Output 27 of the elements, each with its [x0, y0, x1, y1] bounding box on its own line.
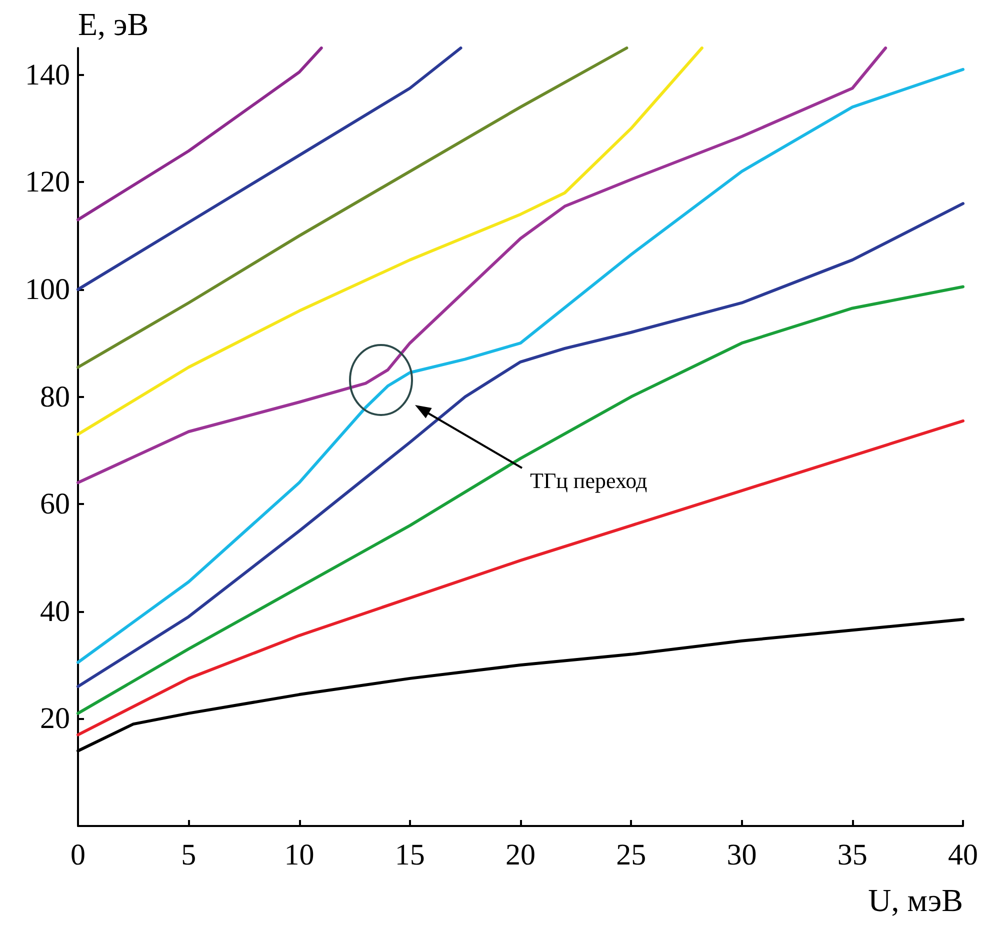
x-tick-label: 0 — [70, 838, 86, 872]
y-tick-label: 100 — [25, 272, 70, 306]
line-series — [76, 285, 964, 715]
line-series — [76, 46, 323, 222]
x-tick-label: 25 — [616, 838, 646, 872]
line-series — [76, 202, 964, 688]
y-tick-label: 40 — [40, 594, 70, 628]
x-tick-label: 35 — [837, 838, 868, 872]
y-axis-title: E, эВ — [78, 6, 149, 42]
y-tick-label: 80 — [40, 380, 70, 414]
line-series — [76, 46, 628, 369]
x-tick-label: 5 — [181, 838, 196, 872]
line-series — [76, 419, 964, 736]
x-axis-title: U, мэВ — [868, 882, 963, 918]
line-series — [76, 68, 964, 664]
annotation: ТГц переход — [530, 468, 648, 493]
y-tick-label: 140 — [25, 58, 70, 92]
y-tick-label: 120 — [25, 166, 70, 199]
y-tick-label: 20 — [40, 702, 70, 736]
line-series — [76, 46, 462, 291]
x-tick-label: 40 — [948, 838, 978, 872]
x-tick-label: 20 — [506, 838, 536, 872]
line-series — [76, 46, 704, 436]
x-tick-label: 30 — [726, 838, 757, 872]
x-tick-label: 15 — [394, 838, 425, 872]
x-tick-label: 10 — [284, 838, 314, 872]
y-tick-label: 60 — [40, 488, 70, 521]
